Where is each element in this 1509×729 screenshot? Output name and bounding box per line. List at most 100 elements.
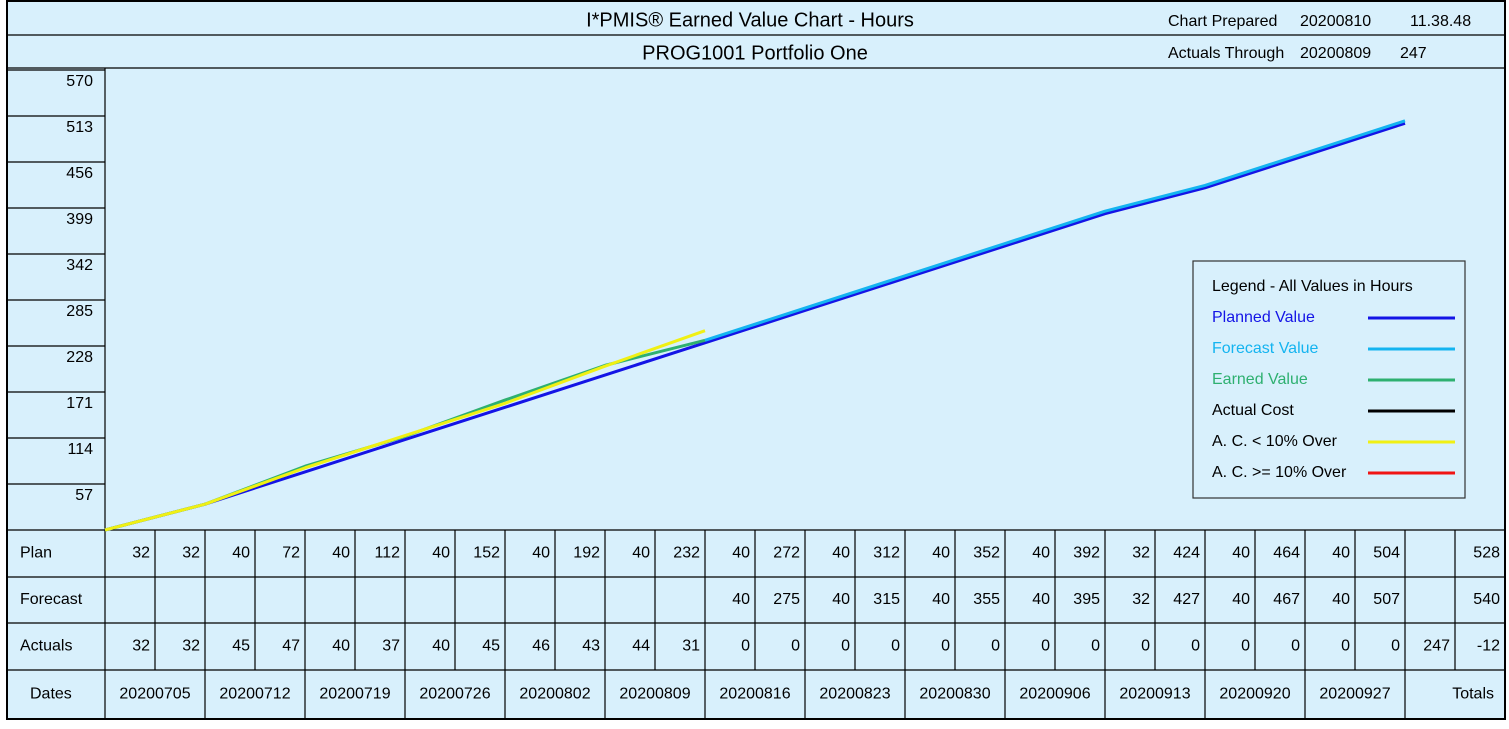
cell-value: 0 (1341, 638, 1350, 655)
cell-value: 152 (473, 545, 500, 562)
header-text: 20200810 (1300, 13, 1371, 30)
legend-label: Planned Value (1212, 309, 1315, 326)
cell-value: 0 (941, 638, 950, 655)
y-tick-label: 171 (66, 395, 93, 412)
cell-value: 40 (1332, 591, 1350, 608)
cell-value: 392 (1073, 545, 1100, 562)
cell-value: 528 (1473, 545, 1500, 562)
cell-value: 0 (1241, 638, 1250, 655)
legend-label: A. C. >= 10% Over (1212, 464, 1347, 481)
series-line (704, 119, 1406, 342)
cell-value: 0 (1091, 638, 1100, 655)
cell-value: 32 (182, 638, 200, 655)
cell-value: 40 (232, 545, 250, 562)
cell-value: 45 (482, 638, 500, 655)
series-line (204, 121, 1406, 506)
cell-value: 40 (432, 545, 450, 562)
cell-value: 192 (573, 545, 600, 562)
x-tick-label: 20200802 (519, 686, 590, 703)
cell-value: 40 (432, 638, 450, 655)
y-tick-label: 513 (66, 119, 93, 136)
cell-value: 32 (132, 545, 150, 562)
x-tick-label: 20200913 (1119, 686, 1190, 703)
frame (6, 0, 1506, 720)
cell-value: 112 (374, 545, 400, 562)
x-tick-label: 20200927 (1319, 686, 1390, 703)
cell-value: 72 (282, 545, 300, 562)
y-tick-label: 456 (66, 165, 93, 182)
cell-value: 40 (732, 591, 750, 608)
x-tick-label: 20200726 (419, 686, 490, 703)
row-label: Plan (20, 545, 52, 562)
cell-value: 40 (632, 545, 650, 562)
row-label: Actuals (20, 638, 72, 655)
cell-value: 467 (1273, 591, 1300, 608)
header-text: 20200809 (1300, 45, 1371, 62)
series-origin (104, 502, 206, 532)
cell-value: 395 (1073, 591, 1100, 608)
cell-value: 352 (973, 545, 1000, 562)
cell-value: 40 (1032, 545, 1050, 562)
cell-value: 0 (991, 638, 1000, 655)
cell-value: 40 (832, 591, 850, 608)
y-tick-label: 228 (66, 349, 93, 366)
legend-label: Earned Value (1212, 371, 1308, 388)
cell-value: 31 (682, 638, 700, 655)
header-text: 247 (1400, 45, 1427, 62)
cell-value: 40 (332, 638, 350, 655)
x-tick-label: 20200719 (319, 686, 390, 703)
legend-title: Legend - All Values in Hours (1212, 278, 1413, 295)
x-tick-label: 20200705 (119, 686, 190, 703)
cell-value: 40 (832, 545, 850, 562)
header-text: Actuals Through (1168, 45, 1284, 62)
header-text: Chart Prepared (1168, 13, 1277, 30)
cell-value: 46 (532, 638, 550, 655)
x-tick-label: 20200830 (919, 686, 990, 703)
cell-value: 504 (1373, 545, 1400, 562)
x-tick-label: 20200920 (1219, 686, 1290, 703)
x-tick-label: 20200823 (819, 686, 890, 703)
legend-label: A. C. < 10% Over (1212, 433, 1338, 450)
cell-value: 0 (891, 638, 900, 655)
cell-value: 0 (1141, 638, 1150, 655)
cell-value: 40 (1032, 591, 1050, 608)
cell-value: 315 (873, 591, 900, 608)
cell-value: 272 (773, 545, 800, 562)
x-tick-label: 20200809 (619, 686, 690, 703)
cell-value: 247 (1423, 638, 1450, 655)
cell-value: 427 (1173, 591, 1200, 608)
cell-value: 40 (932, 545, 950, 562)
cell-value: 0 (791, 638, 800, 655)
cell-value: 464 (1273, 545, 1300, 562)
y-tick-label: 570 (66, 73, 93, 90)
header-text: 11.38.48 (1410, 13, 1471, 30)
y-tick-label: 399 (66, 211, 93, 228)
cell-value: 355 (973, 591, 1000, 608)
cell-value: 0 (1191, 638, 1200, 655)
cell-value: 40 (732, 545, 750, 562)
cell-value: 47 (282, 638, 300, 655)
x-tick-label: 20200712 (219, 686, 290, 703)
series-line (204, 329, 706, 506)
cell-value: 40 (1232, 591, 1250, 608)
cell-value: 37 (382, 638, 400, 655)
cell-value: 32 (182, 545, 200, 562)
cell-value: 40 (532, 545, 550, 562)
cell-value: 0 (1391, 638, 1400, 655)
cell-value: 43 (582, 638, 600, 655)
legend-label: Forecast Value (1212, 340, 1319, 357)
totals-label: Totals (1452, 686, 1494, 703)
cell-value: 40 (1232, 545, 1250, 562)
cell-value: 40 (1332, 545, 1350, 562)
cell-value: -12 (1477, 638, 1500, 655)
chart-title: I*PMIS® Earned Value Chart - Hours (586, 9, 914, 31)
y-tick-label: 342 (66, 257, 93, 274)
cell-value: 0 (841, 638, 850, 655)
cell-value: 424 (1173, 545, 1200, 562)
cell-value: 0 (1291, 638, 1300, 655)
cell-value: 40 (932, 591, 950, 608)
cell-value: 45 (232, 638, 250, 655)
row-label: Dates (30, 686, 72, 703)
y-tick-label: 57 (75, 487, 93, 504)
